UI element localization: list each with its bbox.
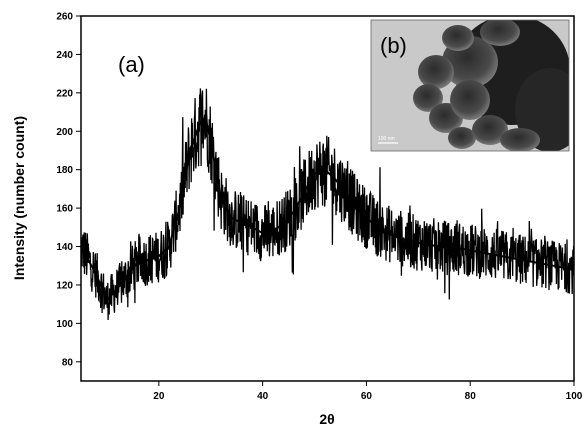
y-tick-label: 200	[56, 127, 73, 138]
y-axis: 80 100 120 140 160 180 200 220 240 260	[56, 12, 81, 368]
y-tick-label: 260	[56, 12, 73, 23]
y-tick-label: 80	[62, 357, 74, 368]
y-axis-label: Intensity (number count)	[11, 116, 27, 280]
x-tick-label: 60	[361, 391, 373, 402]
y-tick-label: 240	[56, 50, 73, 61]
x-axis: 20 40 60 80 100	[153, 381, 583, 402]
series-line	[80, 116, 575, 303]
series-line-noise	[80, 88, 575, 321]
y-tick-label: 140	[56, 242, 73, 253]
tem-particles	[413, 20, 569, 151]
panel-label-a: (a)	[118, 52, 145, 77]
y-tick-label: 160	[56, 204, 73, 215]
tem-inset: 100 nm	[370, 19, 570, 152]
panel-label-b: (b)	[380, 33, 407, 58]
y-tick-label: 220	[56, 88, 73, 99]
y-tick-label: 120	[56, 280, 73, 291]
x-axis-label: 2θ	[319, 411, 334, 427]
x-tick-label: 40	[257, 391, 269, 402]
y-tick-label: 100	[56, 319, 73, 330]
x-tick-label: 80	[465, 391, 477, 402]
inset-scale-label: 100 nm	[378, 136, 395, 142]
y-tick-label: 180	[56, 165, 73, 176]
inset-border	[370, 19, 570, 152]
x-tick-label: 100	[566, 391, 583, 402]
x-tick-label: 20	[153, 391, 165, 402]
